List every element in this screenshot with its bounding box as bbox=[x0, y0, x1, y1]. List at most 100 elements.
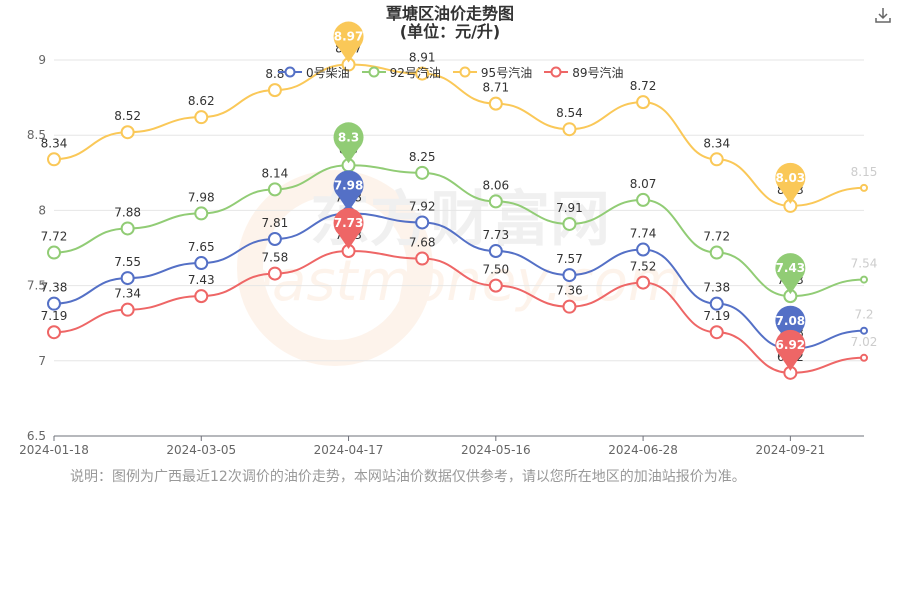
data-point bbox=[47, 296, 61, 311]
data-point bbox=[562, 299, 577, 314]
chart-subtitle: (单位：元/升) bbox=[399, 22, 501, 41]
pin-head bbox=[333, 208, 364, 239]
data-label: 7.02 bbox=[851, 335, 878, 349]
x-tick-label: 2024-06-28 bbox=[608, 443, 678, 457]
pin-marker: 6.92 bbox=[775, 329, 806, 371]
pin-head bbox=[333, 21, 364, 52]
svg-text:eastmoney.com: eastmoney.com bbox=[238, 249, 683, 314]
x-tick-label: 2024-01-18 bbox=[19, 443, 89, 457]
data-point bbox=[562, 268, 577, 283]
watermark: 东方财富网 eastmoney.com bbox=[237, 170, 683, 366]
data-point bbox=[636, 192, 651, 207]
data-label: 7.38 bbox=[703, 281, 730, 295]
data-point bbox=[860, 353, 868, 362]
legend-label: 95号汽油 bbox=[480, 65, 533, 80]
x-tick-label: 2024-04-17 bbox=[314, 443, 384, 457]
data-labels: 7.38 7.55 7.65 7.81 7.98 7.92 7.73 7.57 7.74 7.38… bbox=[41, 42, 878, 364]
data-point bbox=[120, 302, 135, 317]
data-label: 8.8 bbox=[265, 67, 284, 81]
data-label: 8.91 bbox=[409, 51, 436, 65]
pin-label: 7.43 bbox=[776, 261, 806, 275]
data-point bbox=[636, 242, 651, 257]
y-tick-label: 7 bbox=[38, 354, 46, 368]
pin-tail bbox=[779, 355, 801, 371]
pin-head bbox=[775, 253, 806, 284]
data-label: 7.52 bbox=[630, 260, 657, 274]
pin-label: 8.3 bbox=[338, 130, 359, 144]
series-line-2 bbox=[53, 63, 865, 207]
data-label: 8.34 bbox=[41, 136, 68, 150]
pin-label: 7.98 bbox=[334, 178, 364, 192]
data-label: 7.73 bbox=[482, 228, 509, 242]
data-point bbox=[636, 275, 651, 290]
data-point bbox=[47, 325, 61, 340]
data-point bbox=[562, 216, 577, 231]
pin-head bbox=[333, 170, 364, 201]
data-label: 7.54 bbox=[851, 257, 878, 271]
data-label: 8.52 bbox=[114, 109, 141, 123]
legend-item-gas89[interactable]: 89号汽油 bbox=[544, 64, 623, 81]
y-tick-label: 9 bbox=[38, 53, 46, 67]
data-label: 7.74 bbox=[630, 227, 657, 241]
data-point bbox=[194, 206, 209, 221]
pin-marker: 8.3 bbox=[333, 122, 364, 164]
data-point bbox=[709, 296, 724, 311]
pin-tail bbox=[779, 278, 801, 295]
data-label: 7.2 bbox=[854, 308, 873, 322]
data-label: 8.07 bbox=[630, 177, 657, 191]
legend-item-diesel0[interactable]: 0号柴油 bbox=[278, 64, 350, 81]
chart-note: 说明：图例为广西最近12次调价的油价走势，本网站油价数据仅供参考，请以您所在地区… bbox=[70, 469, 746, 485]
data-label: 7.81 bbox=[262, 216, 289, 230]
legend-marker-gas89 bbox=[544, 66, 569, 78]
data-point bbox=[47, 245, 61, 260]
pin-marker: 8.97 bbox=[333, 21, 364, 63]
pin-label: 7.73 bbox=[334, 216, 364, 230]
data-point bbox=[47, 152, 61, 167]
data-label: 7.91 bbox=[556, 201, 583, 215]
data-label: 7.72 bbox=[41, 230, 68, 244]
data-point bbox=[194, 110, 209, 125]
download-icon[interactable] bbox=[874, 6, 892, 24]
pin-label: 6.92 bbox=[776, 338, 806, 352]
data-label: 7.43 bbox=[188, 273, 215, 287]
data-label: 8.14 bbox=[262, 166, 289, 180]
legend-item-gas95[interactable]: 95号汽油 bbox=[452, 64, 533, 81]
y-tick-label: 6.5 bbox=[27, 429, 46, 443]
data-label: 8.62 bbox=[188, 94, 215, 108]
legend-label: 92号汽油 bbox=[389, 65, 441, 80]
legend-item-gas92[interactable]: 92号汽油 bbox=[361, 64, 441, 81]
pin-tail bbox=[338, 147, 360, 164]
data-point bbox=[267, 83, 282, 98]
pin-marker: 8.03 bbox=[775, 162, 806, 204]
data-point bbox=[415, 215, 430, 230]
data-label: 8.54 bbox=[556, 106, 583, 120]
data-label: 8.15 bbox=[851, 165, 878, 179]
y-tick-label: 8 bbox=[38, 203, 46, 217]
pin-label: 8.97 bbox=[334, 30, 364, 44]
pin-head bbox=[775, 329, 806, 360]
data-label: 7.98 bbox=[188, 190, 215, 204]
data-label: 8.72 bbox=[630, 79, 657, 93]
data-label: 8.34 bbox=[703, 136, 730, 150]
data-label: 7.34 bbox=[114, 287, 141, 301]
data-label: 7.65 bbox=[188, 240, 215, 254]
data-label: 7.58 bbox=[262, 251, 289, 265]
legend-marker-gas92 bbox=[361, 66, 386, 78]
data-point bbox=[636, 95, 651, 110]
data-label: 7.92 bbox=[409, 199, 436, 213]
pin-head bbox=[775, 162, 806, 193]
pin-label: 8.03 bbox=[776, 171, 806, 185]
y-tick-label: 7.5 bbox=[27, 279, 46, 293]
data-point bbox=[488, 194, 503, 209]
data-label: 7.38 bbox=[41, 281, 68, 295]
pin-tail bbox=[338, 233, 360, 250]
data-label: 7.57 bbox=[556, 252, 583, 266]
data-label: 8.71 bbox=[482, 81, 509, 95]
pin-tail bbox=[779, 188, 801, 204]
data-point bbox=[709, 152, 724, 167]
data-point bbox=[120, 125, 135, 140]
pin-marker: 7.43 bbox=[775, 253, 806, 295]
legend: 0号柴油 92号汽油 95号汽油 89号汽油 bbox=[278, 63, 635, 81]
pin-tail bbox=[338, 195, 360, 212]
